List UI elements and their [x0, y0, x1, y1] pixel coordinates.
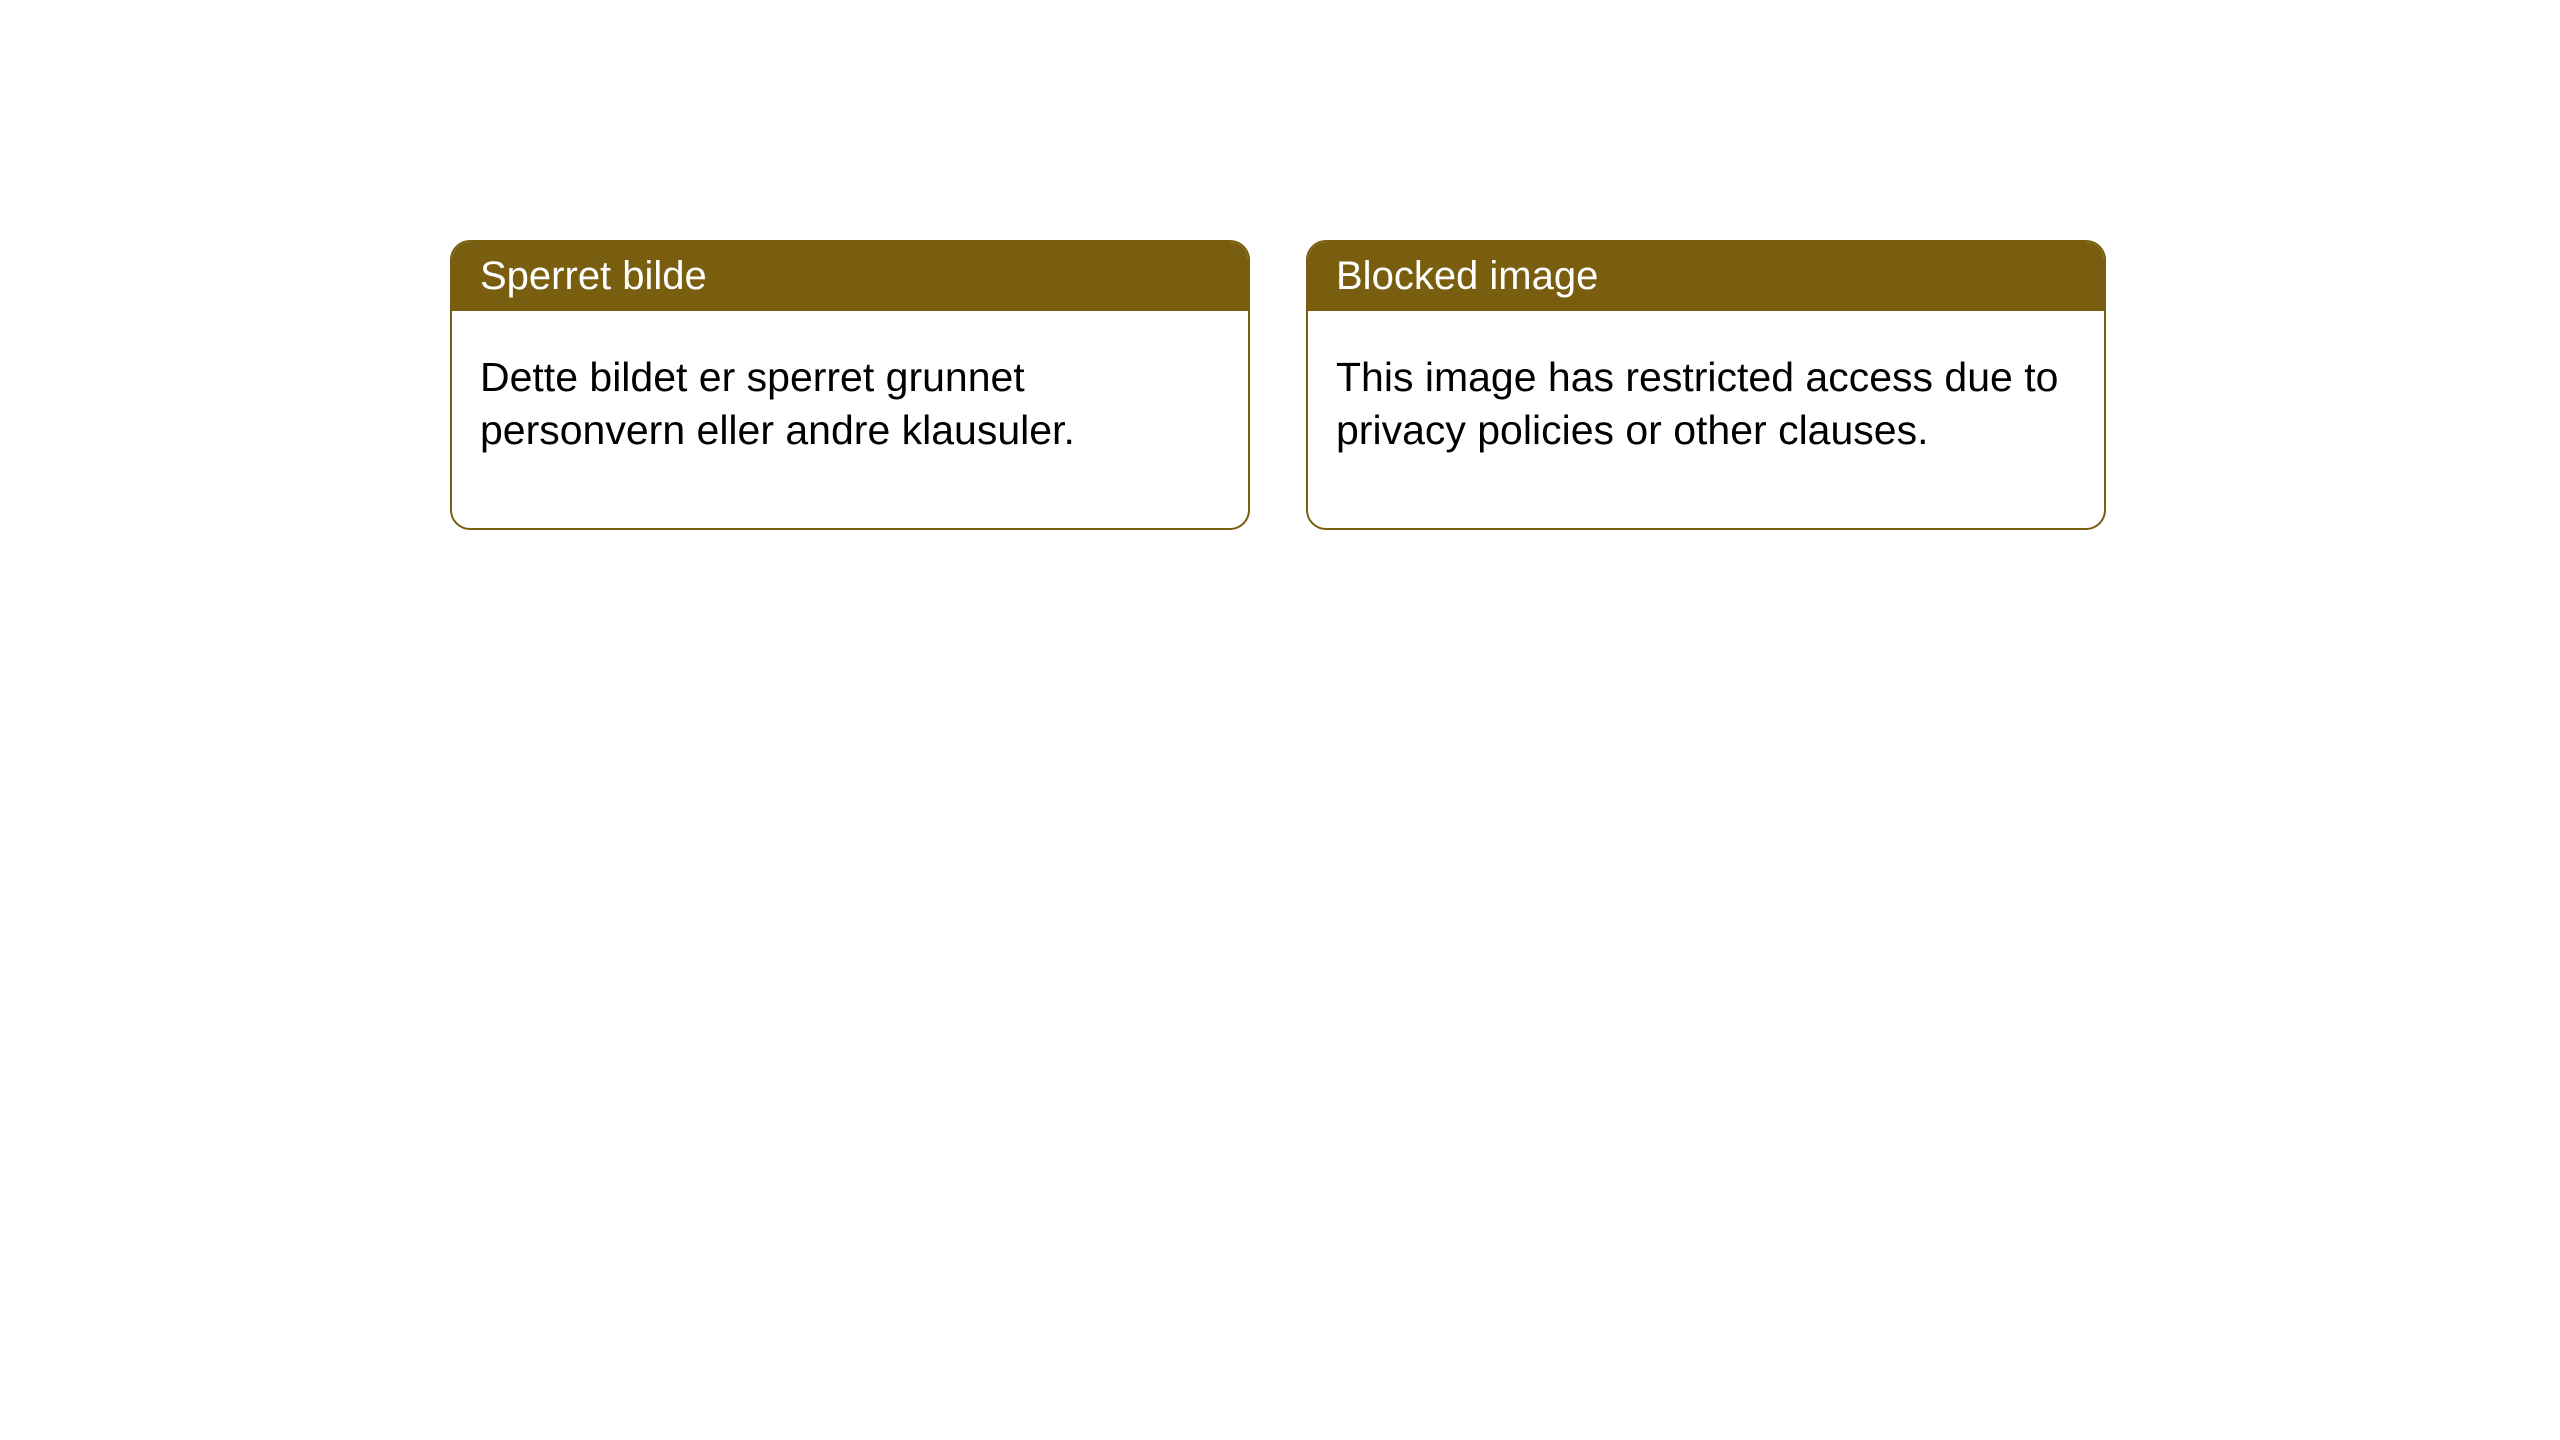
notice-card-norwegian: Sperret bilde Dette bildet er sperret gr…: [450, 240, 1250, 530]
notice-title: Blocked image: [1336, 254, 1598, 298]
notice-card-english: Blocked image This image has restricted …: [1306, 240, 2106, 530]
notice-header: Blocked image: [1308, 242, 2104, 311]
notice-header: Sperret bilde: [452, 242, 1248, 311]
notice-body: This image has restricted access due to …: [1308, 311, 2104, 528]
notice-container: Sperret bilde Dette bildet er sperret gr…: [450, 240, 2106, 530]
notice-message: Dette bildet er sperret grunnet personve…: [480, 354, 1075, 453]
notice-message: This image has restricted access due to …: [1336, 354, 2058, 453]
notice-body: Dette bildet er sperret grunnet personve…: [452, 311, 1248, 528]
notice-title: Sperret bilde: [480, 254, 707, 298]
